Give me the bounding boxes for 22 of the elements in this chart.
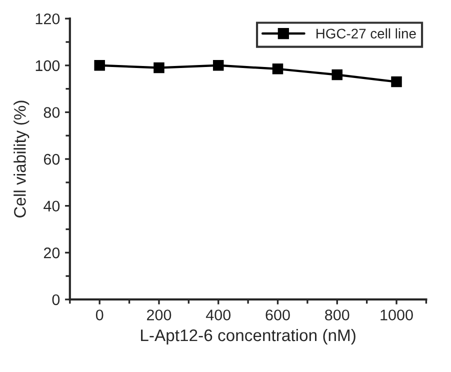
y-tick-label: 40 [44, 200, 60, 212]
y-axis-title: Cell viability (%) [14, 100, 30, 218]
point [391, 76, 402, 88]
x-tick-label: 0 [96, 310, 104, 320]
y-tick-label: 120 [36, 13, 60, 24]
x-axis-title: L-Apt12-6 concentration (nM) [141, 328, 356, 345]
x-tick-label: 1000 [380, 310, 413, 320]
x-tick-label: 400 [206, 310, 231, 320]
y-tick-label: 60 [44, 154, 60, 165]
point [212, 60, 224, 71]
point [154, 62, 164, 74]
x-tick-label: 800 [325, 310, 350, 320]
x-tick-label: 600 [266, 310, 290, 320]
y-tick-label: 20 [44, 248, 60, 258]
point [272, 64, 284, 74]
y-tick-label: 100 [36, 60, 60, 72]
y-tick-label: 0 [52, 294, 60, 306]
legend-label: HGC-27 cell line [316, 28, 416, 39]
point [94, 60, 105, 71]
y-tick-label: 80 [44, 107, 60, 118]
point [332, 69, 343, 80]
x-tick-label: 200 [147, 310, 172, 320]
